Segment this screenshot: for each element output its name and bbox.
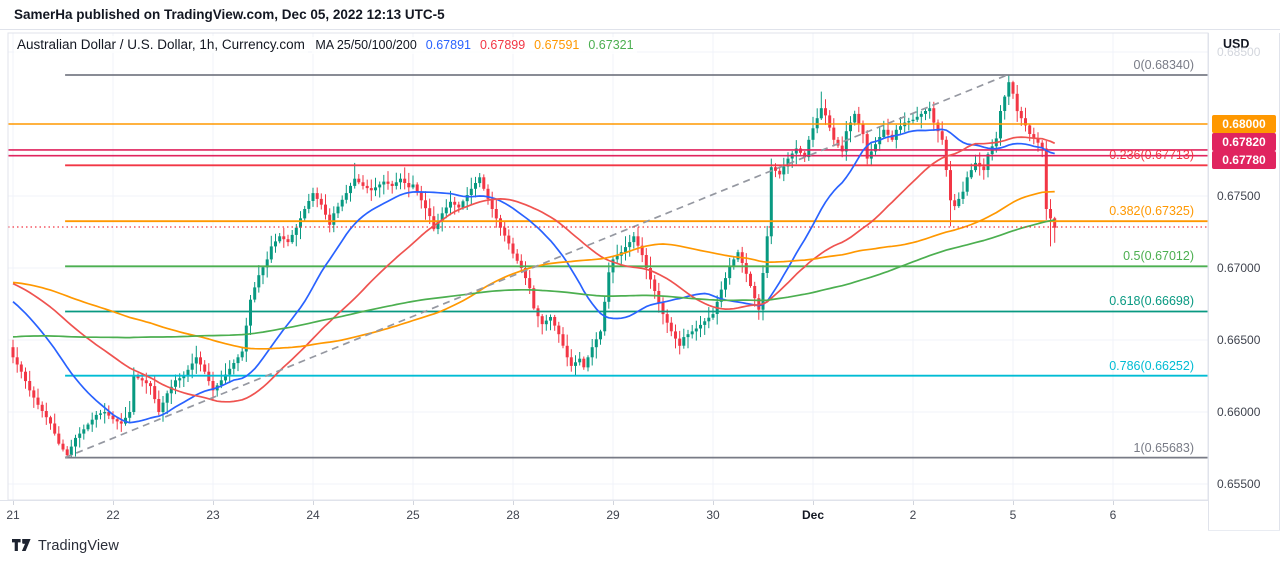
time-tick-label: 23 bbox=[206, 508, 220, 522]
time-tick-mark bbox=[813, 501, 814, 505]
time-tick-mark bbox=[1113, 501, 1114, 505]
price-tick-label: 0.67500 bbox=[1217, 189, 1261, 203]
chart-legend: Australian Dollar / U.S. Dollar, 1h, Cur… bbox=[14, 36, 637, 54]
time-tick-label: 6 bbox=[1109, 508, 1117, 522]
price-line-badge: 0.67820 bbox=[1212, 133, 1276, 151]
fib-level-label: 1(0.65683) bbox=[1133, 440, 1194, 455]
ma-value: 0.67891 bbox=[425, 38, 471, 52]
time-tick-label: 28 bbox=[506, 508, 520, 522]
time-tick-label: 2 bbox=[909, 508, 917, 522]
time-tick-label: 25 bbox=[406, 508, 420, 522]
published-text: SamerHa published on TradingView.com, De… bbox=[14, 7, 445, 22]
symbol-title: Australian Dollar / U.S. Dollar, 1h, Cur… bbox=[14, 36, 308, 53]
ma-value: 0.67899 bbox=[479, 38, 526, 52]
ma-legend-label: MA 25/50/100/200 bbox=[315, 38, 417, 52]
time-tick-label: 24 bbox=[306, 508, 320, 522]
price-chart[interactable]: Australian Dollar / U.S. Dollar, 1h, Cur… bbox=[0, 30, 1280, 531]
ma-legend: MA 25/50/100/200 0.67891 0.67899 0.67591 0.6… bbox=[312, 37, 637, 54]
time-tick-mark bbox=[113, 501, 114, 505]
fib-level-label: 0.236(0.67713) bbox=[1109, 148, 1194, 163]
candlestick-canvas[interactable] bbox=[0, 30, 1280, 563]
time-tick-label: 30 bbox=[706, 508, 720, 522]
time-tick-label: 29 bbox=[606, 508, 620, 522]
time-tick-label: 21 bbox=[6, 508, 20, 522]
tradingview-logo-icon bbox=[12, 539, 31, 551]
time-axis[interactable]: 21 22 23 24 25 28 29 30 Dec 2 5 6 bbox=[0, 500, 1208, 531]
fib-level-label: 0.5(0.67012) bbox=[1123, 249, 1194, 264]
time-tick-mark bbox=[313, 501, 314, 505]
published-bar: SamerHa published on TradingView.com, De… bbox=[0, 0, 1280, 30]
currency-label: USD bbox=[1223, 37, 1250, 51]
fib-level-label: 0.786(0.66252) bbox=[1109, 358, 1194, 373]
time-tick-mark bbox=[213, 501, 214, 505]
ma-value: 0.67321 bbox=[588, 38, 634, 52]
time-tick-mark bbox=[1013, 501, 1014, 505]
price-line-badge: 0.68000 bbox=[1212, 115, 1276, 133]
time-tick-label: 22 bbox=[106, 508, 120, 522]
price-tick-label: 0.68500 bbox=[1217, 45, 1261, 59]
tradingview-brand[interactable]: TradingView bbox=[12, 538, 119, 554]
price-tick-label: 0.67000 bbox=[1217, 261, 1261, 275]
time-tick-mark bbox=[13, 501, 14, 505]
price-axis[interactable]: USD 0.68500 0.67500 0.67000 0.66500 0.66000 0… bbox=[1208, 33, 1280, 530]
time-tick-mark bbox=[513, 501, 514, 505]
tradingview-brand-text: TradingView bbox=[38, 538, 119, 554]
price-tick-label: 0.66500 bbox=[1217, 333, 1261, 347]
time-tick-label: Dec bbox=[801, 508, 825, 522]
ma-value: 0.67591 bbox=[534, 38, 580, 52]
fib-level-label: 0(0.68340) bbox=[1133, 58, 1194, 73]
price-tick-label: 0.66000 bbox=[1217, 405, 1261, 419]
price-line-badge: 0.67780 bbox=[1212, 151, 1276, 169]
fib-level-label: 0.382(0.67325) bbox=[1109, 204, 1194, 219]
time-tick-mark bbox=[613, 501, 614, 505]
time-tick-mark bbox=[413, 501, 414, 505]
time-tick-mark bbox=[913, 501, 914, 505]
price-tick-label: 0.65500 bbox=[1217, 477, 1261, 491]
fib-level-label: 0.618(0.66698) bbox=[1109, 294, 1194, 309]
footer-bar: TradingView bbox=[0, 530, 1280, 563]
time-tick-mark bbox=[713, 501, 714, 505]
time-tick-label: 5 bbox=[1009, 508, 1017, 522]
